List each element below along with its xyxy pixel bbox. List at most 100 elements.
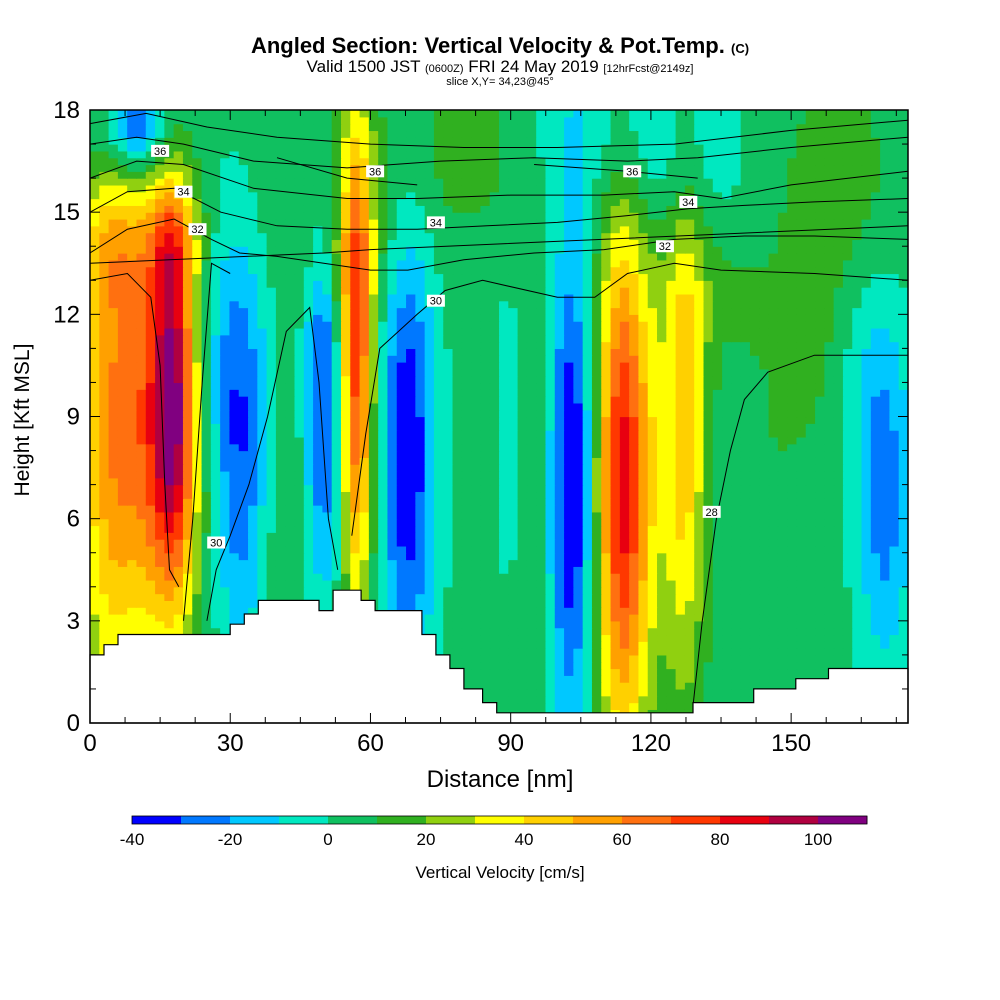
velocity-cell [257, 382, 268, 390]
velocity-cell [759, 559, 770, 567]
velocity-cell [331, 539, 342, 547]
velocity-cell [229, 396, 240, 404]
velocity-cell [517, 668, 528, 676]
velocity-cell [880, 430, 891, 438]
velocity-cell [322, 464, 333, 472]
velocity-cell [117, 436, 128, 445]
velocity-cell [480, 607, 491, 615]
velocity-cell [722, 402, 732, 411]
velocity-cell [684, 627, 695, 636]
velocity-cell [629, 654, 640, 663]
velocity-cell [117, 525, 128, 533]
velocity-cell [638, 579, 649, 588]
velocity-cell [313, 423, 323, 431]
velocity-cell [173, 559, 184, 567]
velocity-cell [359, 396, 370, 404]
velocity-cell [499, 457, 509, 465]
velocity-cell [833, 430, 844, 438]
velocity-cell [638, 464, 649, 472]
velocity-cell [703, 396, 714, 404]
velocity-cell [526, 362, 537, 370]
velocity-cell [192, 505, 203, 513]
velocity-cell [471, 341, 482, 349]
velocity-cell [722, 389, 732, 397]
velocity-cell [396, 382, 407, 390]
velocity-cell [461, 586, 472, 595]
velocity-cell [787, 396, 798, 404]
velocity-cell [880, 470, 891, 479]
velocity-cell [815, 552, 825, 561]
velocity-cell [424, 443, 435, 452]
velocity-cell [629, 505, 640, 513]
velocity-cell [684, 641, 695, 649]
velocity-cell [489, 430, 500, 438]
velocity-cell [117, 355, 128, 363]
velocity-cell [313, 498, 323, 506]
velocity-cell [675, 362, 686, 370]
velocity-cell [536, 457, 547, 465]
velocity-cell [285, 470, 296, 479]
velocity-cell [424, 416, 435, 424]
velocity-cell [573, 620, 584, 629]
velocity-cell [396, 334, 407, 343]
velocity-cell [601, 607, 612, 615]
velocity-cell [749, 409, 760, 418]
velocity-cell [257, 436, 268, 445]
velocity-cell [582, 498, 593, 506]
velocity-cell [657, 389, 667, 397]
velocity-cell [164, 600, 175, 608]
velocity-cell [480, 634, 491, 642]
velocity-cell [564, 688, 574, 697]
velocity-cell [777, 457, 788, 465]
velocity-cell [517, 436, 528, 445]
velocity-cell [842, 402, 853, 411]
velocity-cell [564, 464, 574, 472]
velocity-cell [90, 566, 100, 574]
velocity-cell [182, 436, 193, 445]
velocity-cell [406, 552, 416, 561]
velocity-cell [898, 341, 908, 349]
velocity-cell [666, 348, 677, 356]
velocity-cell [424, 600, 435, 608]
velocity-cell [591, 545, 602, 554]
velocity-cell [164, 430, 175, 438]
velocity-cell [499, 579, 509, 588]
velocity-cell [815, 396, 825, 404]
velocity-cell [433, 430, 444, 438]
velocity-cell [591, 668, 602, 676]
velocity-cell [164, 457, 175, 465]
velocity-cell [489, 675, 500, 683]
velocity-cell [433, 470, 444, 479]
velocity-cell [768, 661, 779, 670]
velocity-cell [229, 484, 240, 493]
velocity-cell [824, 600, 835, 608]
velocity-cell [824, 627, 835, 636]
velocity-cell [536, 518, 547, 527]
velocity-cell [313, 396, 323, 404]
velocity-cell [127, 491, 138, 499]
velocity-cell [155, 389, 165, 397]
velocity-cell [694, 511, 705, 520]
velocity-cell [452, 586, 463, 595]
velocity-cell [350, 355, 361, 363]
velocity-cell [684, 688, 695, 697]
velocity-cell [275, 484, 286, 493]
velocity-cell [722, 505, 732, 513]
velocity-cell [480, 389, 491, 397]
velocity-cell [303, 552, 314, 561]
velocity-cell [164, 334, 175, 343]
velocity-cell [499, 586, 509, 595]
velocity-cell [229, 464, 240, 472]
velocity-cell [610, 695, 621, 704]
velocity-cell [861, 661, 872, 670]
velocity-cell [508, 668, 519, 676]
velocity-cell [406, 362, 416, 370]
velocity-cell [526, 627, 537, 636]
velocity-cell [452, 566, 463, 574]
velocity-cell [564, 668, 574, 676]
velocity-cell [238, 559, 249, 567]
velocity-cell [545, 552, 556, 561]
velocity-cell [452, 402, 463, 411]
velocity-cell [536, 402, 547, 411]
velocity-cell [164, 484, 175, 493]
